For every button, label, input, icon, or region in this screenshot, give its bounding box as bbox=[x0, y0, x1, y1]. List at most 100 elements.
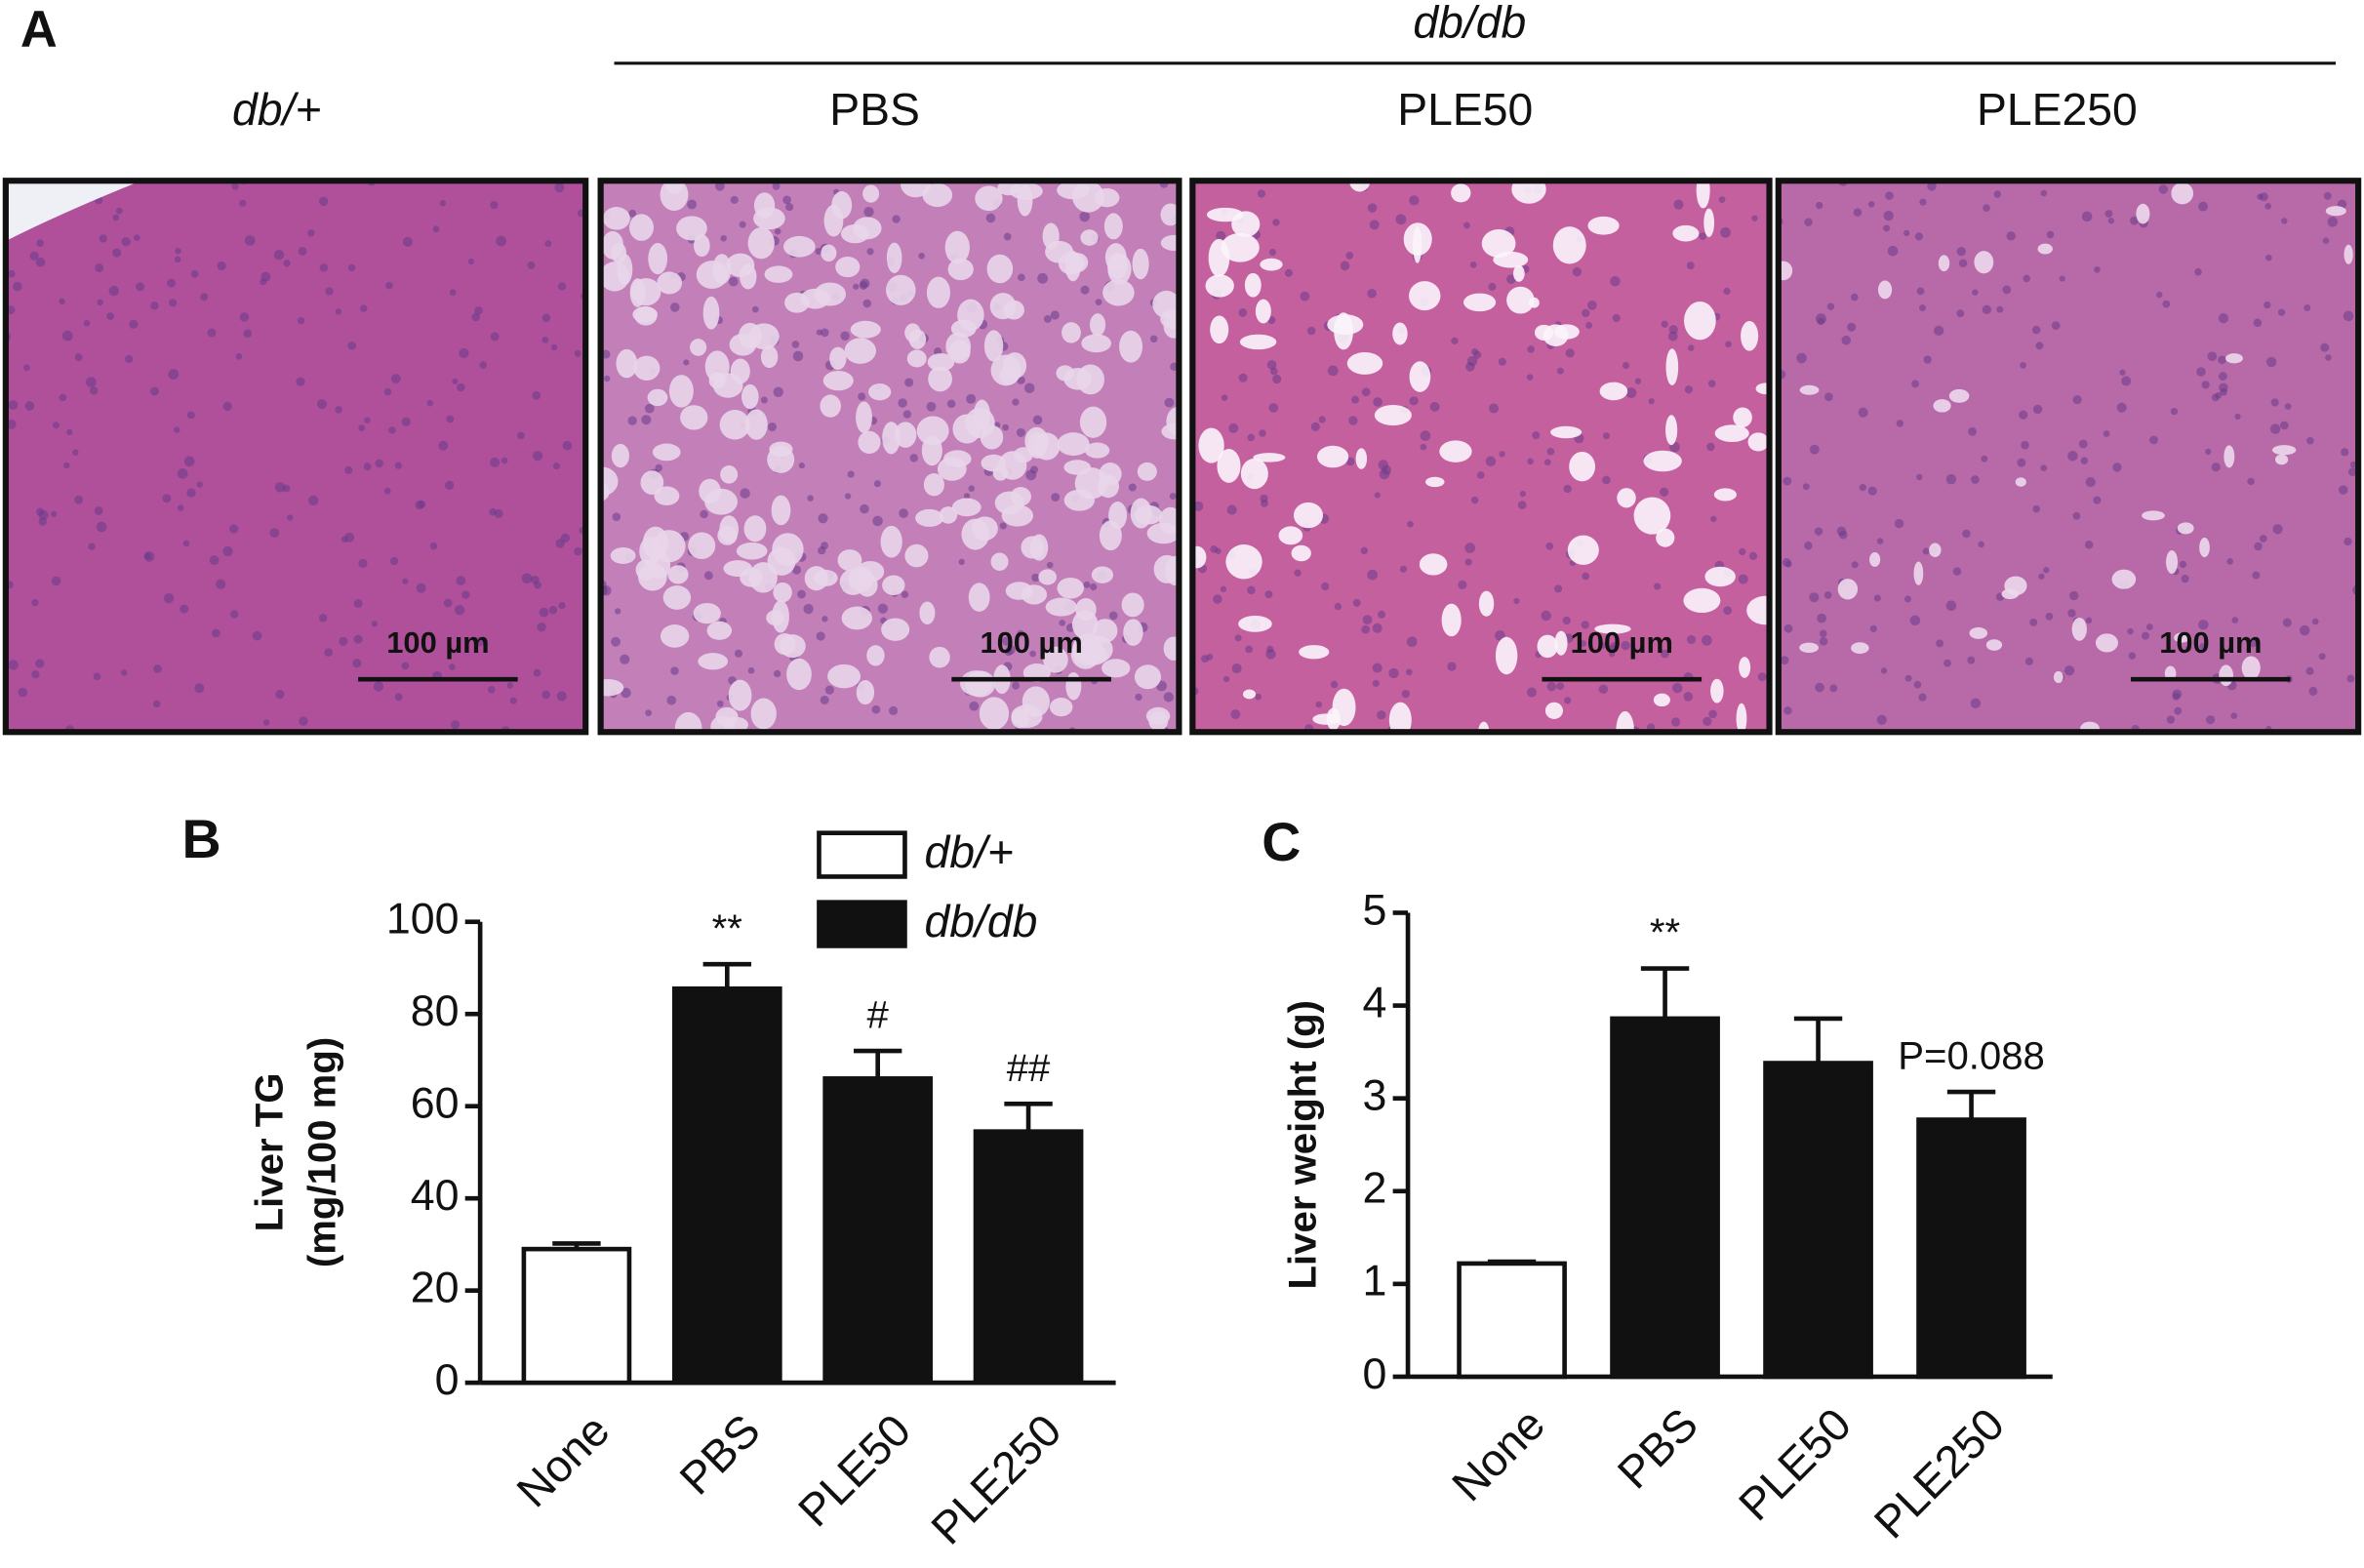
nucleus bbox=[760, 396, 768, 404]
lipid-droplet bbox=[1778, 261, 1793, 281]
lipid-droplet bbox=[866, 645, 885, 666]
nucleus bbox=[235, 353, 243, 360]
lipid-droplet bbox=[610, 547, 636, 564]
nucleus bbox=[1572, 266, 1583, 277]
nucleus bbox=[229, 610, 239, 619]
nucleus bbox=[335, 308, 342, 315]
nucleus bbox=[548, 605, 558, 615]
nucleus bbox=[359, 304, 368, 312]
nucleus bbox=[1610, 641, 1619, 651]
nucleus bbox=[74, 353, 83, 362]
lipid-droplet bbox=[951, 498, 982, 517]
lipid-droplet bbox=[922, 182, 953, 208]
lipid-droplet bbox=[693, 234, 710, 258]
nucleus bbox=[730, 195, 739, 204]
lipid-droplet bbox=[1462, 293, 1497, 312]
lipid-droplet bbox=[1011, 704, 1043, 728]
nucleus bbox=[2320, 342, 2330, 352]
nucleus bbox=[1464, 543, 1476, 553]
nucleus bbox=[2112, 462, 2122, 472]
lipid-droplet bbox=[965, 670, 996, 698]
nucleus bbox=[521, 573, 533, 584]
nucleus bbox=[1804, 218, 1813, 226]
nucleus bbox=[150, 302, 159, 310]
nucleus bbox=[1164, 397, 1175, 408]
nucleus bbox=[162, 494, 172, 503]
lipid-droplet bbox=[999, 366, 1020, 385]
nucleus bbox=[1958, 259, 1968, 268]
nucleus bbox=[1267, 316, 1276, 325]
lipid-droplet bbox=[1134, 664, 1162, 690]
nucleus bbox=[2072, 395, 2082, 405]
nucleus bbox=[1488, 403, 1500, 414]
nucleus bbox=[2107, 218, 2115, 224]
nucleus bbox=[2280, 421, 2289, 430]
lipid-droplet bbox=[804, 566, 828, 591]
lipid-droplet bbox=[947, 258, 974, 281]
nucleus bbox=[1648, 398, 1655, 405]
nucleus bbox=[888, 705, 899, 715]
nucleus bbox=[2031, 325, 2041, 335]
nucleus bbox=[1903, 229, 1910, 237]
lipid-droplet bbox=[600, 466, 619, 497]
nucleus bbox=[452, 378, 459, 385]
nucleus bbox=[517, 431, 525, 440]
nucleus bbox=[798, 462, 805, 469]
lipid-droplet bbox=[668, 375, 694, 408]
nucleus bbox=[985, 213, 996, 223]
nucleus bbox=[1545, 542, 1554, 550]
lipid-droplet bbox=[1948, 388, 1970, 403]
nucleus bbox=[2145, 623, 2153, 630]
lipid-droplet bbox=[1913, 561, 1924, 585]
nucleus bbox=[1945, 473, 1957, 485]
lipid-droplet bbox=[856, 679, 875, 705]
nucleus bbox=[1234, 634, 1242, 642]
nucleus bbox=[2218, 355, 2226, 365]
nucleus bbox=[1816, 313, 1826, 325]
y-tick-label: 80 bbox=[411, 986, 460, 1035]
lipid-droplet bbox=[783, 235, 816, 258]
nucleus bbox=[2306, 436, 2314, 445]
nucleus bbox=[2043, 567, 2050, 574]
lipid-droplet bbox=[654, 486, 680, 506]
nucleus bbox=[1847, 322, 1857, 332]
nucleus bbox=[298, 246, 307, 256]
nucleus bbox=[1660, 487, 1669, 497]
nucleus bbox=[121, 237, 131, 247]
nucleus bbox=[1919, 198, 1927, 206]
bar bbox=[973, 1129, 1084, 1386]
lipid-droplet bbox=[1799, 384, 1820, 395]
lipid-droplet bbox=[1495, 636, 1518, 675]
lipid-droplet bbox=[2271, 445, 2297, 456]
nucleus bbox=[530, 575, 540, 584]
nucleus bbox=[1783, 705, 1792, 715]
x-tick-label: PLE250 bbox=[921, 1404, 1070, 1553]
nucleus bbox=[558, 602, 566, 610]
lipid-droplet bbox=[1933, 399, 1951, 413]
lipid-droplet bbox=[1703, 208, 1715, 237]
lipid-droplet bbox=[2142, 510, 2165, 521]
nucleus bbox=[1853, 208, 1863, 217]
nucleus bbox=[88, 543, 96, 550]
lipid-droplet bbox=[997, 181, 1021, 196]
x-tick-label: PBS bbox=[670, 1404, 770, 1504]
nucleus bbox=[1751, 215, 1758, 221]
nucleus bbox=[1687, 344, 1695, 351]
nucleus bbox=[969, 701, 980, 711]
nucleus bbox=[1706, 442, 1715, 452]
nucleus bbox=[402, 236, 413, 247]
nucleus bbox=[1330, 680, 1339, 689]
lipid-droplet bbox=[1137, 462, 1157, 481]
nucleus bbox=[1922, 547, 1930, 555]
y-axis-label: (mg/100 mg) bbox=[301, 1037, 344, 1267]
lipid-droplet bbox=[1119, 330, 1143, 363]
nucleus bbox=[415, 500, 424, 510]
nucleus bbox=[2265, 356, 2277, 368]
lipid-droplet bbox=[1065, 672, 1082, 701]
nucleus bbox=[1029, 465, 1039, 474]
lipid-droplet bbox=[696, 261, 728, 289]
nucleus bbox=[670, 666, 679, 675]
nucleus bbox=[1699, 232, 1706, 240]
nucleus bbox=[1978, 541, 1984, 548]
nucleus bbox=[1585, 321, 1593, 329]
